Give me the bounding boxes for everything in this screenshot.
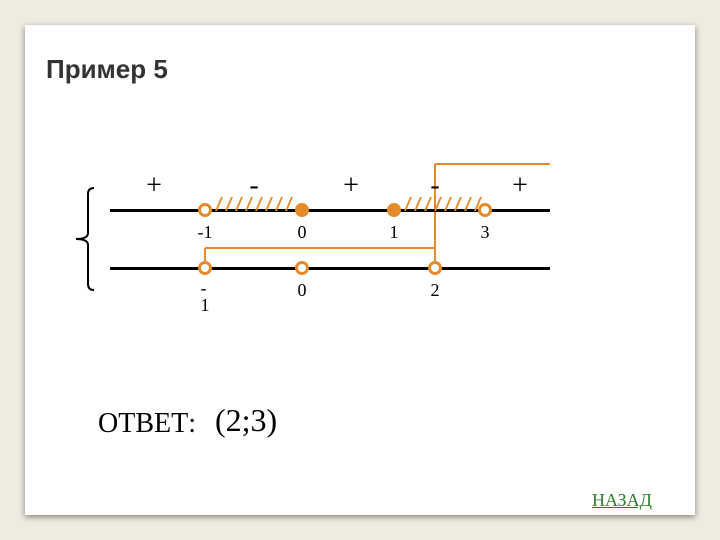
line2-label-0: -1	[201, 280, 210, 314]
line2-point-1	[295, 261, 309, 275]
answer-value: (2;3)	[215, 402, 277, 439]
slide-panel: Пример 5 +-+-+-1013 -102 ОТВЕТ: (2;3) НА…	[25, 25, 695, 515]
number-line-2: -1 0 2	[25, 25, 695, 515]
line2-label-2: 2	[431, 280, 440, 301]
line2-point-0	[198, 261, 212, 275]
answer-label: ОТВЕТ:	[98, 408, 196, 440]
line2-axis	[110, 267, 550, 270]
slide-stage: Пример 5 +-+-+-1013 -102 ОТВЕТ: (2;3) НА…	[0, 0, 720, 540]
line2-label-1: 0	[298, 280, 307, 301]
back-link[interactable]: НАЗАД	[592, 490, 652, 511]
line2-point-2	[428, 261, 442, 275]
